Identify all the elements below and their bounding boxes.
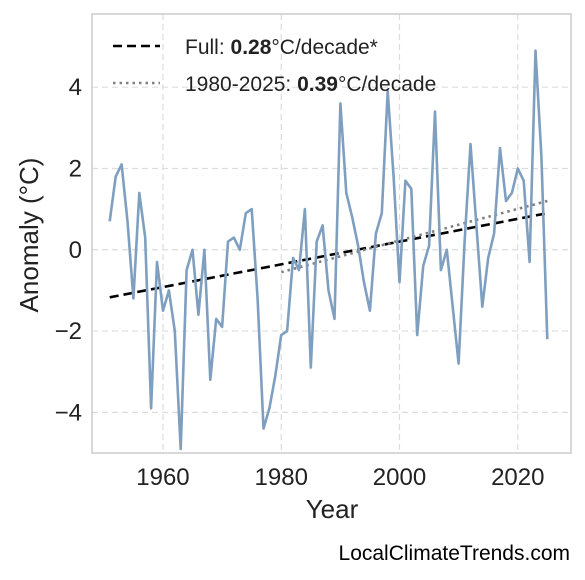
legend-full-unit: °C/decade* [271, 36, 377, 59]
plot-frame [91, 13, 572, 454]
legend-full-rate: 0.28 [231, 36, 272, 59]
legend-recent-label: 1980-2025: [185, 73, 297, 96]
y-axis-label: Anomaly (°C) [14, 158, 44, 313]
y-tick-label--4: −4 [55, 399, 82, 426]
grid [92, 14, 571, 453]
watermark-text: LocalClimateTrends.com [339, 542, 570, 565]
y-tick-label--2: −2 [55, 318, 82, 345]
legend: Full: 0.28°C/decade* 1980-2025: 0.39°C/d… [113, 36, 436, 96]
axis-ticks: 1960 1980 2000 2020 −4 −2 0 2 4 [55, 74, 545, 491]
x-tick-label-2020: 2020 [491, 464, 544, 491]
legend-recent-unit: °C/decade [338, 73, 436, 96]
x-axis-label: Year [306, 494, 359, 524]
y-tick-label-2: 2 [69, 155, 82, 182]
x-tick-label-1980: 1980 [255, 464, 308, 491]
trend-line-full [109, 211, 548, 299]
legend-full-label: Full: [185, 36, 231, 59]
y-tick-label-0: 0 [69, 237, 82, 264]
anomaly-series-line [108, 49, 549, 451]
legend-recent-rate: 0.39 [297, 73, 338, 96]
x-tick-label-1960: 1960 [136, 464, 189, 491]
y-tick-label-4: 4 [69, 74, 82, 101]
x-tick-label-2000: 2000 [373, 464, 426, 491]
legend-entry-full: Full: 0.28°C/decade* [185, 36, 378, 59]
legend-entry-recent: 1980-2025: 0.39°C/decade [185, 73, 436, 96]
